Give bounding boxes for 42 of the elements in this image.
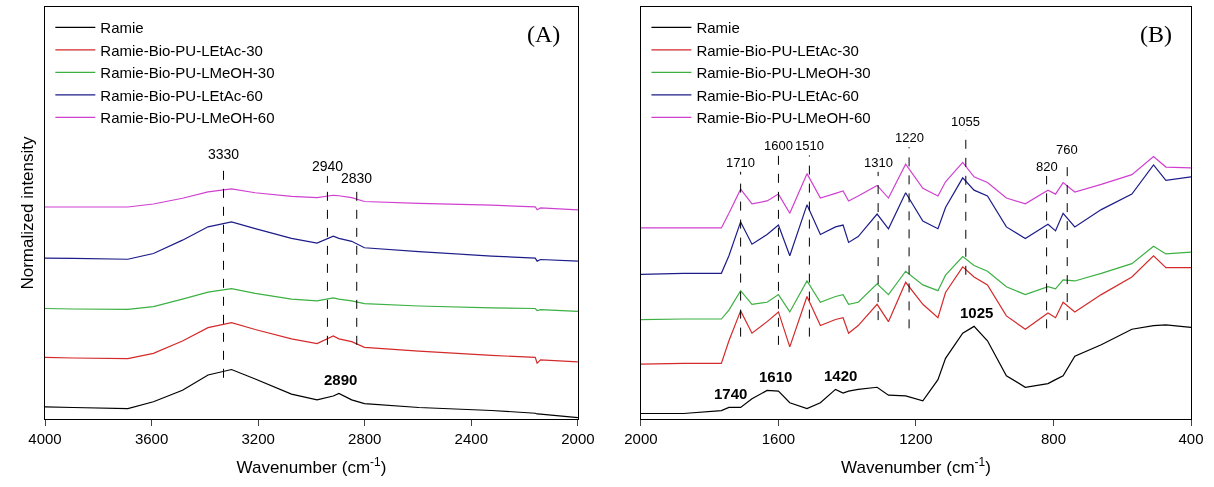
legend-label: Ramie-Bio-PU-LMeOH-60: [100, 109, 275, 127]
legend-label: Ramie: [100, 19, 144, 37]
annotation: 1025: [960, 304, 994, 321]
x-tick-label: 800: [1040, 430, 1066, 448]
legend-label: Ramie-Bio-PU-LMeOH-30: [696, 64, 871, 82]
x-tick-label: 1600: [761, 430, 796, 448]
ref-line-label: 2940: [312, 158, 344, 174]
x-tick-label: 2800: [348, 430, 382, 448]
ref-line-label: 760: [1056, 142, 1078, 157]
chart-title: (B): [1140, 21, 1172, 47]
x-tick-label: 400: [1178, 430, 1204, 448]
annotation: 1610: [759, 368, 793, 385]
legend-label: Ramie-Bio-PU-LEtAc-30: [100, 41, 263, 59]
y-axis-title: Normalized intensity: [18, 135, 38, 290]
legend-label: Ramie-Bio-PU-LEtAc-30: [696, 41, 859, 59]
ref-line-label: 1600: [764, 138, 793, 153]
legend-label: Ramie-Bio-PU-LMeOH-30: [100, 64, 275, 82]
ref-line-label: 2830: [341, 170, 373, 186]
annotation: 1420: [824, 367, 858, 384]
legend-label: Ramie-Bio-PU-LMeOH-60: [696, 109, 871, 127]
ref-line-label: 1310: [864, 155, 893, 170]
x-axis-title: Wavenumber (cm$^{-1}$): [841, 455, 991, 478]
x-tick-label: 3600: [134, 430, 169, 448]
ref-line-label: 3330: [208, 146, 240, 162]
legend-label: Ramie-Bio-PU-LEtAc-60: [696, 86, 859, 104]
x-tick-label: 3200: [241, 430, 275, 448]
ref-line-label: 1710: [726, 155, 755, 170]
ref-line-label: 1510: [795, 138, 824, 153]
ref-line-label: 1055: [951, 114, 980, 129]
x-axis-title: Wavenumber (cm$^{-1}$): [236, 455, 387, 478]
x-tick-label: 1200: [899, 430, 933, 448]
annotation: 2890: [324, 371, 358, 388]
x-tick-label: 2000: [624, 430, 658, 448]
ref-line-label: 820: [1036, 159, 1058, 174]
x-tick-label: 2400: [454, 430, 488, 448]
legend-label: Ramie: [696, 19, 740, 37]
chart-title: (A): [527, 21, 561, 47]
legend-label: Ramie-Bio-PU-LEtAc-60: [100, 86, 263, 104]
x-tick-label: 2000: [561, 430, 595, 448]
x-tick-label: 4000: [28, 430, 62, 448]
ref-line-label: 1220: [895, 130, 924, 145]
annotation: 1740: [714, 385, 748, 402]
